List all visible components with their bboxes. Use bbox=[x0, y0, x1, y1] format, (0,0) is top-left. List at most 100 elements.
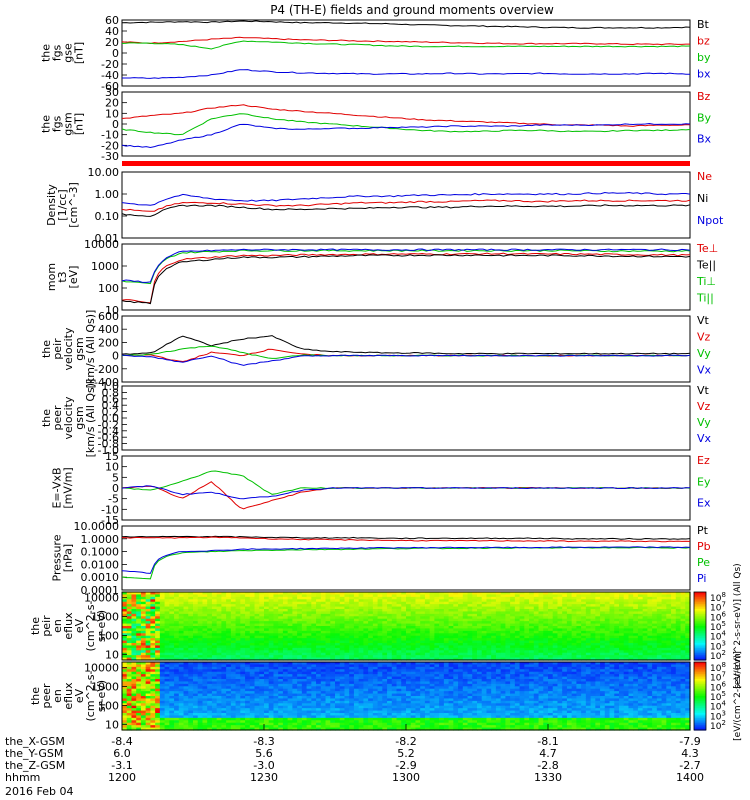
heatmap-cell bbox=[642, 640, 648, 644]
legend-entry: bz bbox=[697, 35, 710, 48]
heatmap-cell bbox=[349, 623, 355, 627]
heatmap-cell bbox=[316, 681, 322, 685]
heatmap-cell bbox=[453, 604, 459, 608]
heatmap-cell bbox=[159, 662, 166, 666]
heatmap-cell bbox=[311, 657, 317, 661]
heatmap-cell bbox=[122, 643, 128, 647]
heatmap-cell bbox=[301, 666, 308, 670]
y-axis-label: [cm^-3] bbox=[67, 182, 80, 228]
heatmap-cell bbox=[278, 727, 284, 731]
heatmap-cell bbox=[202, 681, 208, 685]
heatmap-cell bbox=[226, 655, 232, 659]
heatmap-cell bbox=[174, 606, 180, 610]
heatmap-cell bbox=[316, 703, 322, 707]
heatmap-cell bbox=[126, 700, 133, 704]
heatmap-cell bbox=[477, 592, 483, 596]
heatmap-cell bbox=[188, 630, 194, 634]
heatmap-cell bbox=[462, 652, 469, 656]
heatmap-cell bbox=[666, 635, 672, 639]
heatmap-cell bbox=[552, 655, 559, 659]
heatmap-cell bbox=[202, 710, 208, 714]
heatmap-cell bbox=[510, 657, 516, 661]
series-line bbox=[121, 122, 691, 149]
heatmap-cell bbox=[126, 611, 133, 615]
heatmap-cell bbox=[136, 696, 142, 700]
heatmap-cell bbox=[339, 664, 346, 668]
y-axis-label: the bbox=[40, 115, 53, 133]
heatmap-cell bbox=[159, 626, 166, 630]
heatmap-cell bbox=[169, 664, 175, 668]
heatmap-cell bbox=[335, 683, 341, 687]
heatmap-cell bbox=[240, 666, 246, 670]
heatmap-cell bbox=[259, 722, 265, 726]
heatmap-cell bbox=[661, 645, 667, 649]
heatmap-cell bbox=[543, 633, 549, 637]
heatmap-cell bbox=[448, 592, 454, 596]
heatmap-cell bbox=[623, 599, 630, 603]
heatmap-cell bbox=[628, 650, 634, 654]
heatmap-cell bbox=[278, 717, 284, 721]
heatmap-cell bbox=[387, 611, 393, 615]
heatmap-cell bbox=[245, 655, 251, 659]
heatmap-cell bbox=[510, 623, 516, 627]
heatmap-cell bbox=[571, 630, 577, 634]
heatmap-cell bbox=[226, 609, 232, 613]
heatmap-cell bbox=[126, 596, 133, 600]
heatmap-cell bbox=[230, 592, 237, 596]
heatmap-cell bbox=[230, 681, 237, 685]
heatmap-cell bbox=[178, 681, 185, 685]
colorbar-segment bbox=[694, 637, 706, 641]
heatmap-cell bbox=[164, 666, 170, 670]
colorbar-segment bbox=[694, 592, 706, 595]
heatmap-cell bbox=[268, 655, 275, 659]
heatmap-cell bbox=[136, 613, 142, 617]
heatmap-cell bbox=[401, 630, 407, 634]
heatmap-cell bbox=[330, 691, 336, 695]
heatmap-cell bbox=[174, 623, 180, 627]
heatmap-cell bbox=[387, 647, 393, 651]
heatmap-cell bbox=[292, 626, 298, 630]
heatmap-cell bbox=[344, 662, 350, 666]
heatmap-cell bbox=[349, 691, 355, 695]
heatmap-cell bbox=[420, 596, 426, 600]
heatmap-cell bbox=[282, 715, 289, 719]
heatmap-cell bbox=[287, 715, 293, 719]
heatmap-cell bbox=[424, 618, 431, 622]
heatmap-cell bbox=[282, 655, 289, 659]
heatmap-cell bbox=[216, 650, 222, 654]
heatmap-cell bbox=[429, 621, 435, 625]
heatmap-cell bbox=[306, 604, 312, 608]
heatmap-cell bbox=[221, 621, 227, 625]
heatmap-cell bbox=[344, 623, 350, 627]
heatmap-cell bbox=[197, 650, 204, 654]
heatmap-cell bbox=[145, 676, 151, 680]
heatmap-cell bbox=[287, 666, 293, 670]
heatmap-cell bbox=[264, 640, 270, 644]
heatmap-cell bbox=[278, 662, 284, 666]
heatmap-cell bbox=[273, 652, 279, 656]
heatmap-cell bbox=[495, 650, 502, 654]
heatmap-cell bbox=[320, 703, 327, 707]
heatmap-cell bbox=[543, 635, 549, 639]
panel-frame bbox=[121, 591, 691, 661]
heatmap-cell bbox=[188, 594, 194, 598]
heatmap-cell bbox=[349, 599, 355, 603]
heatmap-cell bbox=[240, 611, 246, 615]
y-axis-label: peir bbox=[40, 615, 53, 637]
heatmap-cell bbox=[278, 703, 284, 707]
heatmap-cell bbox=[543, 606, 549, 610]
heatmap-cell bbox=[652, 647, 658, 651]
heatmap-cell bbox=[145, 722, 151, 726]
heatmap-cell bbox=[557, 647, 563, 651]
heatmap-cell bbox=[443, 647, 450, 651]
heatmap-cell bbox=[193, 657, 199, 661]
heatmap-cell bbox=[197, 691, 204, 695]
heatmap-cell bbox=[273, 669, 279, 673]
heatmap-cell bbox=[264, 604, 270, 608]
heatmap-cell bbox=[372, 596, 379, 600]
heatmap-cell bbox=[500, 630, 506, 634]
heatmap-cell bbox=[623, 596, 630, 600]
heatmap-cell bbox=[159, 650, 166, 654]
heatmap-cell bbox=[514, 652, 521, 656]
heatmap-cell bbox=[514, 592, 521, 596]
